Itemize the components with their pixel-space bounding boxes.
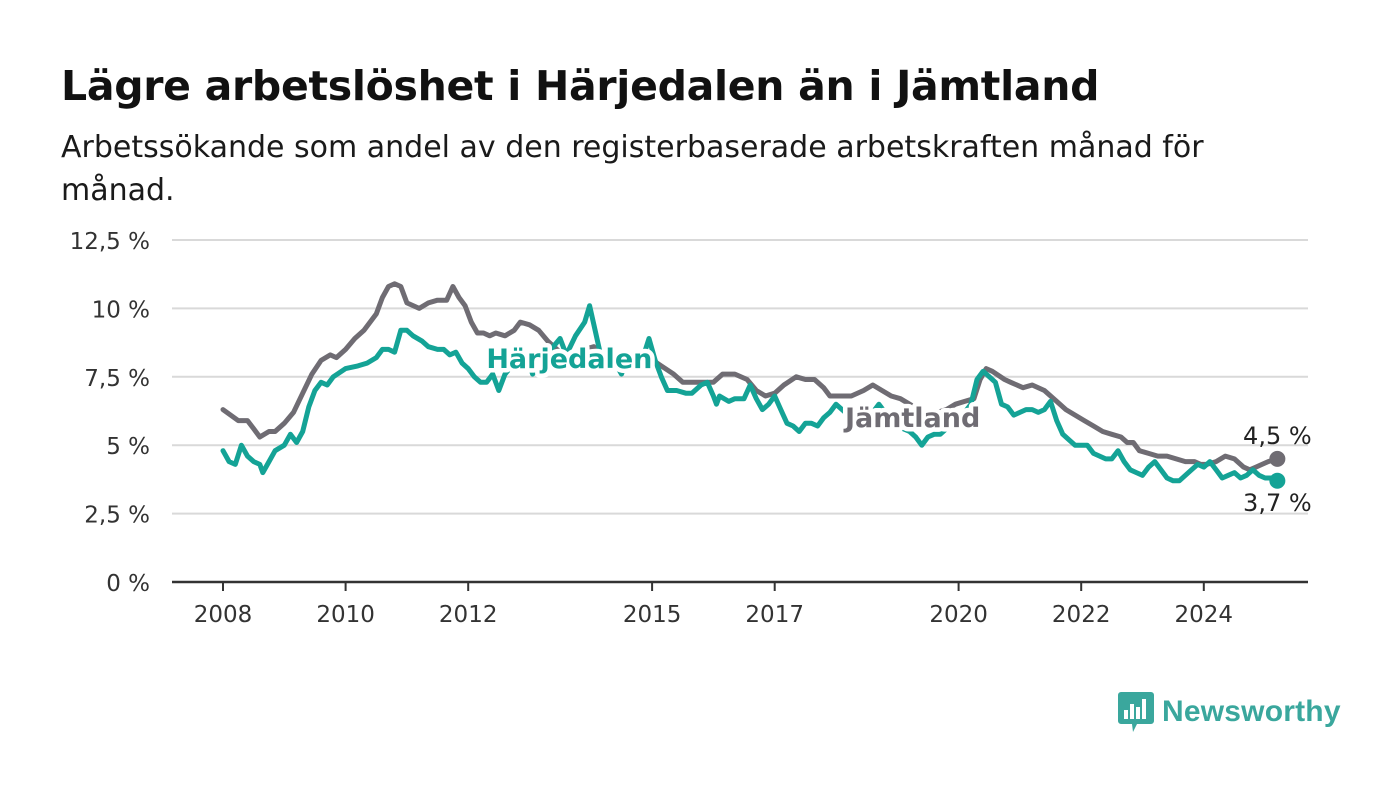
x-tick-label: 2008 bbox=[194, 602, 253, 628]
x-tick-label: 2024 bbox=[1175, 602, 1234, 628]
y-axis-labels: 0 % 2,5 % 5 % 7,5 % 10 % 12,5 % bbox=[70, 229, 150, 597]
series-line-härjedalen bbox=[220, 303, 1280, 484]
x-tick-label: 2020 bbox=[929, 602, 988, 628]
y-tick-label: 2,5 % bbox=[84, 503, 150, 529]
series-line-jämtland bbox=[220, 281, 1280, 473]
y-tick-label: 10 % bbox=[92, 297, 150, 323]
series-lines bbox=[220, 281, 1286, 489]
gridlines bbox=[172, 239, 1308, 515]
x-tick-label: 2017 bbox=[745, 602, 804, 628]
series-label-härjedalen: Härjedalen bbox=[486, 344, 652, 375]
x-tick-label: 2015 bbox=[623, 602, 682, 628]
newsworthy-logo: Newsworthy bbox=[1118, 690, 1341, 734]
y-tick-label: 7,5 % bbox=[84, 366, 150, 392]
series-label-jämtland: Jämtland bbox=[843, 403, 980, 434]
y-tick-label: 5 % bbox=[106, 434, 150, 460]
end-marker-härjedalen bbox=[1269, 472, 1286, 489]
x-axis: 2008 2010 2012 2015 2017 2020 2022 2024 bbox=[172, 580, 1308, 628]
y-tick-label: 0 % bbox=[106, 571, 150, 597]
x-tick-label: 2012 bbox=[439, 602, 498, 628]
bar-chart-speech-icon bbox=[1118, 692, 1154, 732]
end-value-label: 4,5 % bbox=[1243, 422, 1312, 450]
chart-title: Lägre arbetslöshet i Härjedalen än i Jäm… bbox=[61, 62, 1100, 110]
chart-subtitle: Arbetssökande som andel av den registerb… bbox=[61, 130, 1204, 208]
x-tick-label: 2022 bbox=[1052, 602, 1111, 628]
y-tick-label: 12,5 % bbox=[70, 229, 150, 255]
end-marker-jämtland bbox=[1269, 450, 1286, 467]
series-annotations: 4,5 % 3,7 % Härjedalen Jämtland bbox=[482, 340, 1312, 517]
brand-name: Newsworthy bbox=[1162, 695, 1341, 728]
end-value-label: 3,7 % bbox=[1243, 489, 1312, 517]
x-tick-label: 2010 bbox=[316, 602, 375, 628]
